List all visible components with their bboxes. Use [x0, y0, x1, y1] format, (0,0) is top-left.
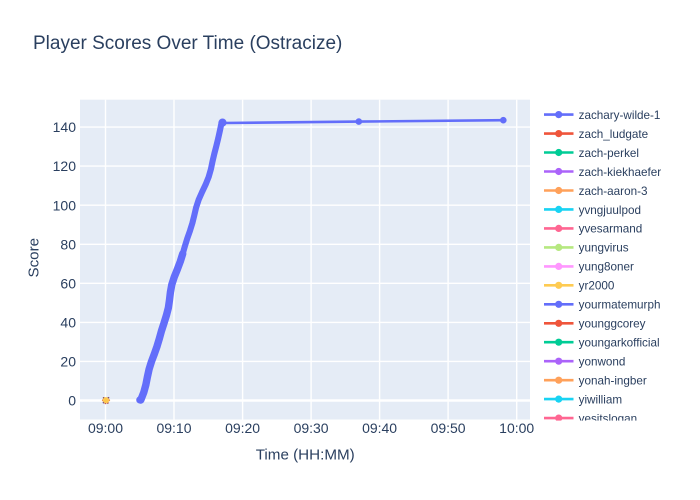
svg-text:09:00: 09:00 [88, 420, 123, 436]
svg-text:120: 120 [53, 158, 77, 174]
svg-text:09:20: 09:20 [225, 420, 260, 436]
svg-text:younggcorey: younggcorey [579, 318, 646, 331]
svg-text:yourmatemurph: yourmatemurph [579, 299, 661, 312]
svg-text:yung8oner: yung8oner [579, 261, 634, 274]
svg-text:zach_ludgate: zach_ludgate [579, 128, 649, 141]
svg-text:60: 60 [60, 275, 76, 291]
svg-text:yungvirus: yungvirus [579, 242, 629, 255]
svg-text:zach-perkel: zach-perkel [579, 147, 639, 160]
svg-text:Score: Score [25, 238, 42, 278]
svg-text:yvesarmand: yvesarmand [579, 223, 643, 236]
svg-text:yonwond: yonwond [579, 356, 626, 369]
svg-text:0: 0 [68, 393, 76, 409]
svg-text:yonah-ingber: yonah-ingber [579, 375, 647, 388]
svg-text:yiwilliam: yiwilliam [579, 393, 623, 406]
svg-text:100: 100 [53, 197, 77, 213]
svg-text:80: 80 [60, 236, 76, 252]
svg-text:Time (HH:MM): Time (HH:MM) [256, 447, 355, 464]
svg-text:zach-kiekhaefer: zach-kiekhaefer [579, 166, 662, 179]
svg-text:40: 40 [60, 315, 76, 331]
svg-text:09:30: 09:30 [294, 420, 329, 436]
svg-text:09:50: 09:50 [431, 420, 466, 436]
svg-text:yvngjuulpod: yvngjuulpod [579, 204, 641, 217]
svg-text:zachary-wilde-1: zachary-wilde-1 [579, 109, 661, 122]
svg-text:140: 140 [53, 119, 77, 135]
svg-text:youngarkofficial: youngarkofficial [579, 337, 660, 350]
svg-text:yr2000: yr2000 [579, 280, 615, 293]
svg-text:09:10: 09:10 [156, 420, 191, 436]
svg-text:20: 20 [60, 354, 76, 370]
svg-text:Player Scores Over Time (Ostra: Player Scores Over Time (Ostracize) [33, 33, 342, 54]
svg-text:10:00: 10:00 [499, 420, 534, 436]
svg-text:zach-aaron-3: zach-aaron-3 [579, 185, 648, 198]
svg-text:09:40: 09:40 [362, 420, 397, 436]
